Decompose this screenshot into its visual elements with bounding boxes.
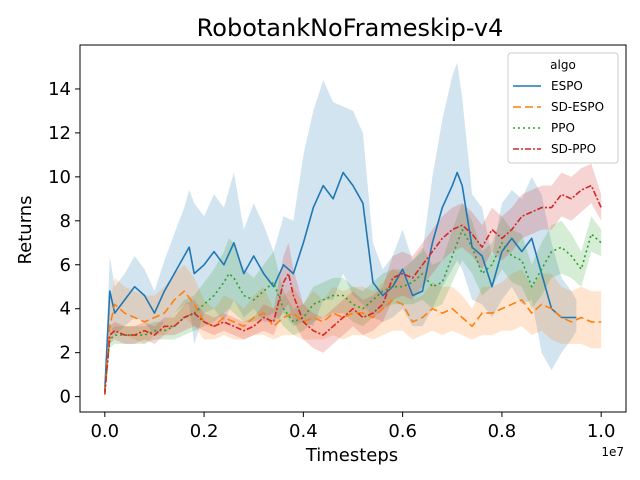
band-sd-ppo xyxy=(104,163,602,397)
legend-label-ppo: PPO xyxy=(551,121,575,135)
band-sd-espo xyxy=(104,264,602,397)
x-tick-label: 0.6 xyxy=(388,421,417,442)
series-line-sd-ppo xyxy=(104,184,602,395)
x-axis-offset-label: 1e7 xyxy=(601,445,624,459)
x-tick-label: 0.0 xyxy=(90,421,119,442)
y-tick-label: 10 xyxy=(48,167,71,188)
x-tick-label: 1.0 xyxy=(587,421,616,442)
y-tick-label: 12 xyxy=(48,123,71,144)
x-tick-label: 0.2 xyxy=(190,421,219,442)
x-axis-ticks: 0.0 0.2 0.4 0.6 0.8 1.0 xyxy=(90,412,616,442)
series-line-ppo xyxy=(104,228,602,393)
y-axis-ticks: 0 2 4 6 8 10 12 14 xyxy=(48,79,80,408)
chart-title: RobotankNoFrameskip-v4 xyxy=(197,14,504,42)
x-axis-label: Timesteps xyxy=(305,445,398,466)
x-tick-label: 0.8 xyxy=(488,421,517,442)
legend-items: ESPO SD-ESPO PPO SD-PPO xyxy=(513,79,604,156)
y-axis-label: Returns xyxy=(15,195,36,264)
y-tick-label: 6 xyxy=(60,255,71,276)
y-tick-label: 2 xyxy=(60,343,71,364)
legend-label-sd-espo: SD-ESPO xyxy=(551,100,604,114)
legend-label-espo: ESPO xyxy=(551,79,583,93)
legend-box xyxy=(507,52,619,164)
series-line-espo xyxy=(104,171,577,391)
legend: algo ESPO SD-ESPO PPO SD-PPO xyxy=(507,52,619,164)
band-espo xyxy=(104,62,577,397)
x-tick-label: 0.4 xyxy=(289,421,318,442)
legend-label-sd-ppo: SD-PPO xyxy=(551,142,596,156)
series-lines xyxy=(104,171,602,395)
y-tick-label: 0 xyxy=(60,387,71,408)
legend-title: algo xyxy=(550,58,576,72)
series-line-sd-espo xyxy=(104,290,602,393)
y-tick-label: 4 xyxy=(60,299,71,320)
y-tick-label: 8 xyxy=(60,211,71,232)
axes-frame xyxy=(79,44,627,413)
y-tick-label: 14 xyxy=(48,79,71,100)
